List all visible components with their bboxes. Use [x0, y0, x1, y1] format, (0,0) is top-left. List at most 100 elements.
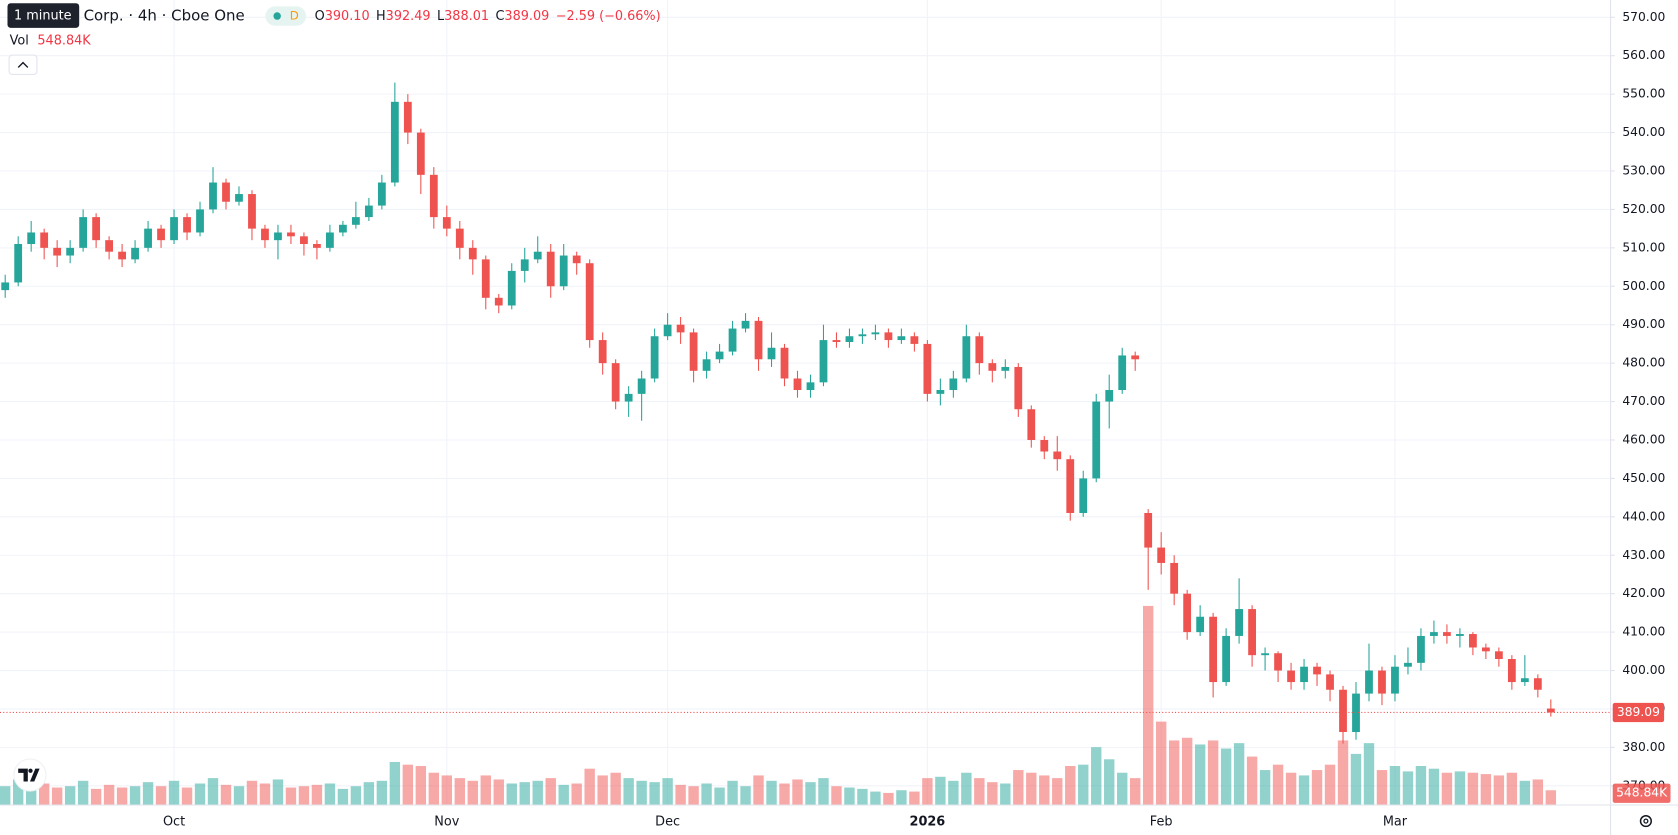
- candle-body: [520, 259, 529, 271]
- volume-bar: [350, 786, 362, 806]
- candle-body: [157, 228, 165, 241]
- volume-bar: [532, 780, 543, 806]
- volume-bar: [376, 780, 388, 806]
- volume-bar: [0, 786, 11, 806]
- volume-bar: [1285, 772, 1297, 806]
- volume-bar: [506, 783, 517, 806]
- volume-bar: [974, 778, 985, 806]
- volume-legend: Vol 548.84K: [10, 33, 92, 48]
- volume-bar: [337, 788, 349, 806]
- candle-body: [650, 336, 659, 379]
- volume-bar: [1259, 770, 1271, 806]
- candle-body: [170, 217, 178, 241]
- volume-layer: [0, 605, 1557, 806]
- candle-body: [793, 378, 802, 391]
- candle-body: [1417, 635, 1425, 663]
- candle-body: [1326, 674, 1334, 690]
- collapse-button[interactable]: [8, 54, 38, 75]
- volume-bar: [1220, 748, 1232, 806]
- volume-bar: [51, 787, 63, 806]
- volume-bar: [272, 779, 284, 806]
- tooltip: [7, 3, 80, 28]
- volume-bar: [870, 791, 881, 806]
- candle-body: [377, 182, 386, 206]
- volume-bar: [623, 778, 634, 806]
- settings-button[interactable]: [1639, 814, 1652, 828]
- volume-bar: [155, 786, 167, 806]
- candle-body: [390, 101, 399, 183]
- volume-bar: [922, 778, 933, 806]
- last-price-box: [1612, 702, 1665, 723]
- volume-bar: [1142, 605, 1154, 806]
- candle-body: [975, 336, 984, 364]
- candle-body: [637, 378, 646, 394]
- volume-bar: [1039, 775, 1050, 806]
- volume-bar: [285, 787, 297, 806]
- candle-body: [1352, 693, 1360, 733]
- candle-body: [403, 101, 412, 133]
- candle-body: [962, 336, 971, 379]
- candle-body: [144, 228, 152, 248]
- volume-bar: [324, 783, 336, 806]
- candle-body: [1040, 439, 1049, 452]
- volume-bar: [12, 779, 24, 806]
- y-tick-label: 540.00: [1622, 125, 1665, 139]
- candle-body: [689, 332, 698, 371]
- candle-body: [79, 217, 88, 248]
- candle-body: [559, 255, 568, 287]
- candle-body: [676, 324, 685, 333]
- volume-bar: [857, 788, 868, 806]
- candle-body: [27, 232, 36, 245]
- volume-bar: [1298, 775, 1310, 806]
- volume-bar: [1324, 764, 1336, 806]
- x-tick-label: Feb: [1150, 815, 1173, 830]
- ohlc-key: L: [437, 9, 445, 24]
- volume-bar: [1480, 774, 1492, 806]
- candle-body: [287, 232, 295, 237]
- volume-bar: [1207, 740, 1219, 806]
- volume-bar: [1000, 783, 1011, 806]
- candle-body: [105, 240, 114, 252]
- candle-body: [66, 247, 75, 256]
- volume-bar: [558, 784, 569, 806]
- candle-body: [546, 251, 555, 287]
- volume-bar: [1104, 759, 1115, 806]
- candle-body: [923, 343, 932, 394]
- ohlc-key: C: [495, 9, 504, 24]
- volume-bar: [1389, 766, 1401, 806]
- status-pill[interactable]: [265, 6, 307, 26]
- volume-bar: [1026, 772, 1037, 806]
- volume-bar: [766, 780, 777, 806]
- candle-body: [1183, 593, 1192, 633]
- volume-bar: [493, 779, 504, 806]
- candle-body: [832, 340, 841, 342]
- volume-bar: [311, 784, 323, 806]
- candle-body: [1339, 689, 1347, 733]
- volume-bar: [597, 775, 608, 806]
- volume-bar: [116, 787, 128, 806]
- volume-bar: [740, 786, 751, 806]
- candle-body: [364, 205, 373, 218]
- volume-bar: [415, 766, 427, 806]
- y-tick-label: 440.00: [1622, 509, 1665, 523]
- y-tick-label: 410.00: [1622, 625, 1665, 639]
- volume-bar: [883, 792, 894, 806]
- candle-body: [533, 251, 542, 260]
- candle-body: [1222, 635, 1231, 683]
- candle-body: [1053, 451, 1062, 460]
- volume-bar: [1506, 772, 1518, 806]
- status-badge: D: [290, 9, 299, 23]
- candle-body: [884, 332, 893, 341]
- volume-bar: [1013, 770, 1024, 806]
- volume-bar: [38, 783, 50, 806]
- volume-bar: [77, 780, 89, 806]
- y-tick-label: 510.00: [1622, 240, 1665, 254]
- volume-bar: [428, 772, 440, 806]
- y-tick-label: 450.00: [1622, 471, 1665, 485]
- volume-bar: [1415, 766, 1427, 806]
- candle-body: [1092, 401, 1101, 479]
- volume-bar: [246, 780, 258, 806]
- ohlc-value: 390.10: [325, 9, 370, 24]
- volume-bar: [792, 779, 803, 806]
